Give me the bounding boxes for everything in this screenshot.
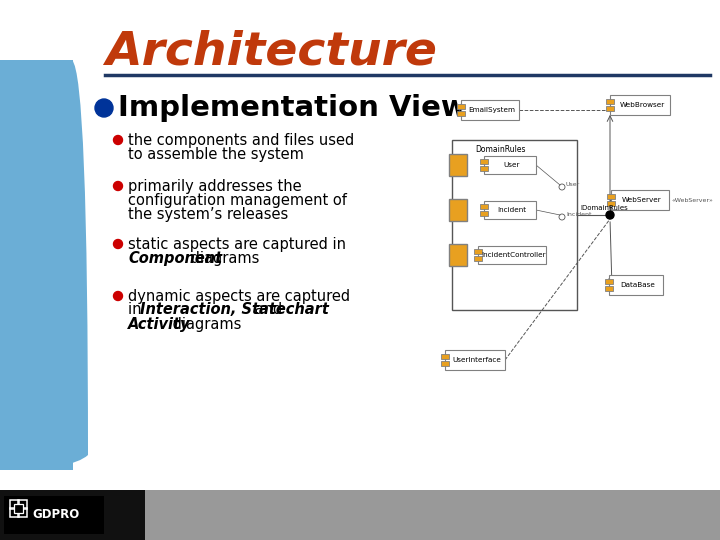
Bar	[605, 286, 613, 291]
Bar	[4, 496, 104, 534]
Bar	[609, 275, 663, 295]
Bar	[480, 166, 488, 171]
Bar	[18, 500, 27, 509]
Text: in: in	[128, 302, 146, 318]
Bar	[611, 190, 669, 210]
Bar	[457, 111, 465, 116]
Text: WebBrowser: WebBrowser	[619, 102, 665, 108]
Text: Activity: Activity	[128, 316, 191, 332]
Bar	[478, 246, 546, 264]
Text: IncidentController: IncidentController	[482, 252, 546, 258]
Bar	[607, 201, 615, 206]
Text: IDomainRules: IDomainRules	[580, 205, 628, 211]
Text: WebServer: WebServer	[622, 197, 662, 203]
Bar	[0, 490, 145, 540]
Text: and: and	[250, 302, 282, 318]
Bar	[457, 104, 465, 109]
Text: «WebServer»: «WebServer»	[672, 198, 714, 202]
Bar	[10, 500, 19, 509]
Text: primarily addresses the: primarily addresses the	[128, 179, 302, 193]
Text: configuration management of: configuration management of	[128, 192, 347, 207]
Circle shape	[114, 181, 122, 191]
Bar	[606, 106, 614, 111]
Text: UserInterface: UserInterface	[453, 357, 501, 363]
Bar	[10, 508, 19, 517]
Bar	[441, 361, 449, 366]
Text: diagrams: diagrams	[186, 251, 259, 266]
Text: Implementation View: Implementation View	[118, 94, 468, 122]
Bar	[0, 60, 73, 470]
Circle shape	[114, 292, 122, 300]
Bar	[474, 249, 482, 254]
Circle shape	[114, 240, 122, 248]
Text: EmailSystem: EmailSystem	[469, 107, 516, 113]
Bar	[484, 201, 536, 219]
Bar	[610, 95, 670, 115]
Circle shape	[95, 99, 113, 117]
Bar	[480, 211, 488, 216]
Bar	[441, 354, 449, 359]
Bar	[452, 140, 577, 310]
Text: Incident: Incident	[498, 207, 526, 213]
Text: Incident: Incident	[566, 213, 592, 218]
Bar	[445, 350, 505, 370]
Bar	[0, 490, 720, 540]
Bar	[606, 99, 614, 104]
Text: DomainRules: DomainRules	[475, 145, 526, 154]
Text: diagrams: diagrams	[168, 316, 241, 332]
Text: User: User	[566, 183, 580, 187]
Text: the components and files used: the components and files used	[128, 132, 354, 147]
Bar	[18, 508, 27, 517]
Text: Architecture: Architecture	[105, 30, 437, 75]
Text: DataBase: DataBase	[621, 282, 655, 288]
Bar	[449, 154, 467, 176]
Bar	[480, 204, 488, 209]
Text: User: User	[504, 162, 521, 168]
Bar	[474, 256, 482, 261]
Bar	[14, 504, 23, 513]
Text: static aspects are captured in: static aspects are captured in	[128, 237, 346, 252]
Text: GDPRO: GDPRO	[32, 509, 79, 522]
Bar	[449, 244, 467, 266]
Bar	[480, 159, 488, 164]
PathPatch shape	[0, 60, 88, 470]
Text: dynamic aspects are captured: dynamic aspects are captured	[128, 288, 350, 303]
Bar	[484, 156, 536, 174]
Bar	[449, 199, 467, 221]
Circle shape	[606, 211, 614, 219]
Text: Interaction, Statechart: Interaction, Statechart	[140, 302, 329, 318]
Bar	[461, 100, 519, 120]
Text: the system’s releases: the system’s releases	[128, 206, 288, 221]
Bar	[605, 279, 613, 284]
Text: Component: Component	[128, 251, 222, 266]
Text: to assemble the system: to assemble the system	[128, 146, 304, 161]
Bar	[607, 194, 615, 199]
Circle shape	[114, 136, 122, 145]
